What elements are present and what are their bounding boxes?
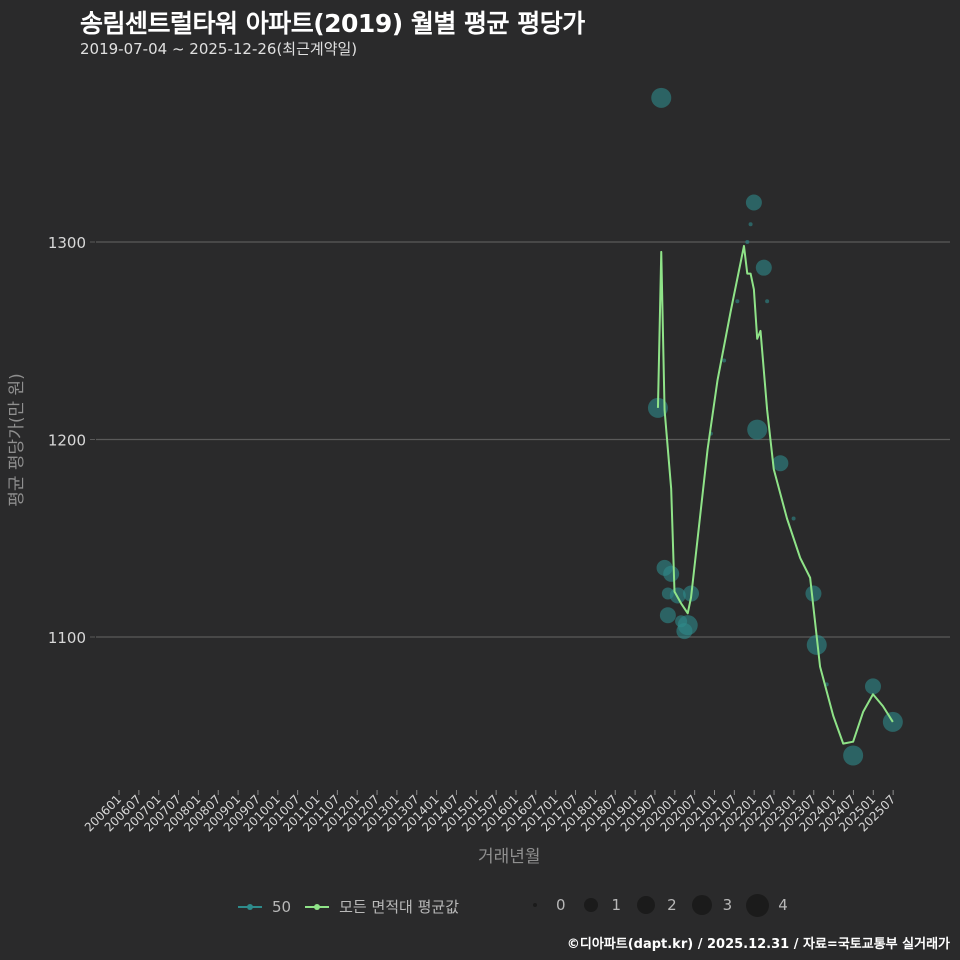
- bubble-point: [864, 678, 881, 695]
- legend-label: 50: [272, 897, 292, 916]
- chart-subtitle: 2019-07-04 ~ 2025-12-26(최근계약일): [80, 40, 358, 58]
- bubble-point: [765, 299, 770, 304]
- source-footer: ©디아파트(dapt.kr) / 2025.12.31 / 자료=국토교통부 실…: [566, 937, 950, 952]
- legend-item-50[interactable]: 50: [238, 898, 291, 916]
- legend-line-teal-icon: [238, 902, 262, 912]
- size-legend: 0 1 2 3 4: [520, 890, 798, 920]
- size-label: 1: [611, 896, 622, 914]
- y-tick-label: 1100: [48, 629, 86, 647]
- size-4-icon: [742, 890, 772, 920]
- size-1-icon: [576, 890, 606, 920]
- y-tick-label: 1200: [48, 432, 86, 450]
- size-3-icon: [687, 890, 717, 920]
- bubble-point: [791, 516, 796, 521]
- bubble-point: [651, 87, 672, 108]
- series-legend: 50 모든 면적대 평균값: [238, 896, 473, 917]
- x-axis-label: 거래년월: [478, 847, 541, 867]
- bubble-point: [677, 615, 698, 636]
- bubble-point: [745, 194, 762, 211]
- size-label: 0: [556, 896, 566, 914]
- bubble-point: [805, 585, 822, 602]
- bubble-point: [748, 222, 753, 227]
- size-label: 4: [778, 896, 788, 914]
- legend-item-average[interactable]: 모든 면적대 평균값: [305, 896, 459, 917]
- y-tick-label: 1300: [48, 234, 86, 252]
- legend-label: 모든 면적대 평균값: [339, 898, 460, 916]
- average-line: [656, 244, 894, 745]
- chart-title: 송림센트럴타워 아파트(2019) 월별 평균 평당가: [80, 9, 585, 38]
- bubble-point: [722, 358, 727, 363]
- bubble-point: [772, 455, 789, 472]
- legend-line-green-icon: [305, 902, 330, 912]
- average-polyline: [656, 244, 894, 745]
- bubble-point: [843, 745, 864, 766]
- y-axis-ticks: 1100 1200 1300: [48, 234, 95, 647]
- bubble-point: [745, 240, 750, 244]
- series-50-bubbles: [647, 87, 903, 766]
- size-label: 3: [722, 896, 733, 914]
- bubble-point: [755, 259, 772, 276]
- bubble-point: [659, 607, 676, 624]
- size-label: 2: [667, 896, 677, 914]
- size-0-icon: [520, 890, 550, 920]
- size-2-icon: [631, 890, 661, 920]
- bubble-point: [747, 419, 768, 440]
- gridlines: [96, 241, 950, 638]
- bubble-point: [735, 299, 740, 304]
- bubble-point: [663, 565, 680, 582]
- x-axis-ticks: 2006012006072007012007072008012008072009…: [82, 790, 898, 835]
